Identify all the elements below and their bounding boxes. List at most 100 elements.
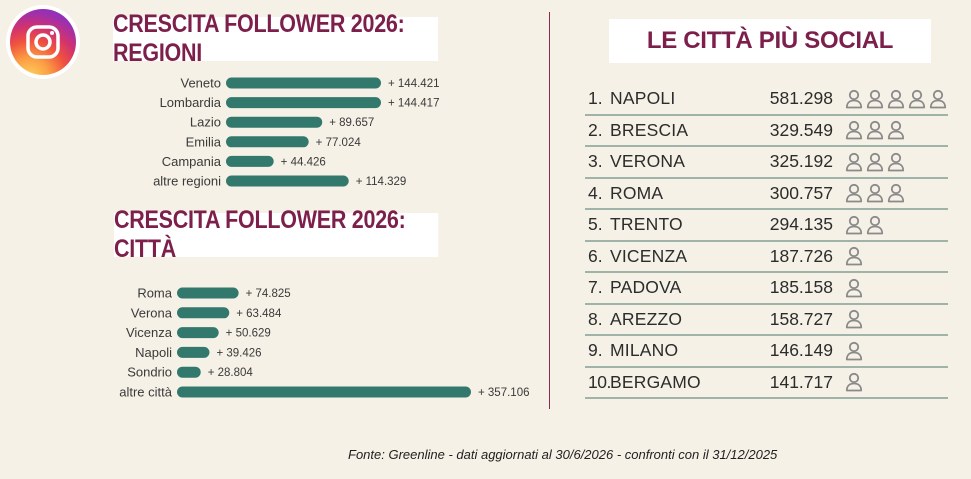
ranking-row: 8. AREZZO 158.727: [585, 305, 948, 336]
city-name: VERONA: [610, 151, 686, 172]
person-icons: [845, 372, 863, 392]
person-icons: [845, 278, 863, 298]
person-icons: [845, 246, 863, 266]
follower-count: 146.149: [769, 340, 833, 361]
person-icons: [845, 120, 905, 140]
person-icon: [908, 89, 926, 109]
bar-value-label-citta: + 63.484: [236, 308, 282, 320]
instagram-icon: [10, 9, 76, 75]
bar-value-label-regioni: + 77.024: [316, 137, 362, 149]
bar-value-label-citta: + 357.106: [478, 387, 529, 399]
instagram-logo: [6, 5, 80, 79]
person-icon: [887, 183, 905, 203]
person-icon: [845, 246, 863, 266]
person-icon: [845, 120, 863, 140]
bar-regioni: [226, 97, 381, 109]
rank-number: 10.: [588, 371, 611, 392]
person-icon: [887, 152, 905, 172]
bar-value-label-citta: + 39.426: [216, 347, 261, 359]
follower-count: 158.727: [769, 308, 833, 329]
person-icon: [845, 152, 863, 172]
person-icon: [887, 120, 905, 140]
person-icons: [845, 89, 947, 109]
bar-citta: [177, 386, 471, 398]
city-name: MILANO: [610, 340, 679, 361]
person-icon: [845, 183, 863, 203]
ranking-row: 4. ROMA 300.757: [585, 179, 948, 210]
rank-number: 7.: [588, 277, 603, 298]
rank-number: 3.: [588, 151, 603, 172]
city-name: ROMA: [610, 182, 664, 203]
ranking-row: 2. BRESCIA 329.549: [585, 116, 948, 147]
person-icon: [866, 215, 884, 235]
follower-count: 581.298: [769, 88, 833, 109]
person-icons: [845, 183, 905, 203]
bar-category-label-regioni: Lombardia: [160, 95, 222, 110]
person-icon: [845, 372, 863, 392]
bar-value-label-citta: + 74.825: [246, 288, 291, 300]
person-icon: [866, 120, 884, 140]
bar-value-label-regioni: + 114.329: [356, 176, 407, 188]
ranking-row: 10. BERGAMO 141.717: [585, 368, 948, 399]
rank-number: 9.: [588, 340, 603, 361]
ranking-row: 6. VICENZA 187.726: [585, 242, 948, 273]
follower-count: 325.192: [769, 151, 833, 172]
bar-value-label-citta: + 28.804: [208, 367, 254, 379]
person-icon: [929, 89, 947, 109]
person-icon: [845, 341, 863, 361]
city-name: AREZZO: [610, 308, 683, 329]
person-icon: [866, 89, 884, 109]
person-icons: [845, 341, 863, 361]
bar-value-label-regioni: + 144.421: [388, 78, 439, 90]
rank-number: 6.: [588, 245, 603, 266]
bar-citta: [177, 327, 219, 339]
city-name: PADOVA: [610, 277, 682, 298]
ranking-row: 1. NAPOLI 581.298: [585, 84, 948, 116]
bar-value-label-citta: + 50.629: [226, 328, 271, 340]
follower-count: 185.158: [769, 277, 833, 298]
bar-category-label-citta: Napoli: [135, 345, 172, 360]
person-icon: [866, 183, 884, 203]
bar-citta: [177, 307, 230, 319]
person-icon: [845, 89, 863, 109]
bar-citta: [177, 287, 239, 299]
person-icons: [845, 215, 884, 235]
bar-value-label-regioni: + 144.417: [388, 98, 439, 110]
bar-citta: [177, 346, 210, 358]
table-title-social: LE CITTÀ PIÙ SOCIAL: [609, 19, 931, 63]
bar-category-label-citta: Sondrio: [127, 365, 172, 380]
bar-regioni: [226, 77, 381, 89]
bar-citta: [177, 366, 201, 378]
city-name: TRENTO: [610, 214, 683, 235]
bar-category-label-regioni: altre regioni: [153, 174, 221, 189]
follower-count: 300.757: [769, 182, 833, 203]
person-icons: [845, 152, 905, 172]
rank-number: 1.: [588, 88, 603, 109]
bar-regioni: [226, 136, 309, 148]
city-name: BERGAMO: [610, 371, 701, 392]
person-icon: [845, 215, 863, 235]
person-icons: [845, 309, 863, 329]
divider: [549, 12, 550, 409]
bar-category-label-regioni: Emilia: [186, 134, 222, 149]
rank-number: 8.: [588, 308, 603, 329]
bar-value-label-regioni: + 89.657: [329, 117, 374, 129]
person-icon: [887, 89, 905, 109]
bar-category-label-regioni: Campania: [162, 154, 222, 169]
city-ranking-table: 1. NAPOLI 581.298 2. BRESCIA 329.549 3. VERONA 3…: [585, 84, 948, 399]
bar-category-label-regioni: Lazio: [190, 115, 221, 130]
city-name: BRESCIA: [610, 119, 689, 140]
ranking-row: 9. MILANO 146.149: [585, 336, 948, 368]
rank-number: 5.: [588, 214, 603, 235]
bar-regioni: [226, 155, 274, 167]
bar-category-label-citta: Vicenza: [126, 325, 173, 340]
ranking-row: 5. TRENTO 294.135: [585, 210, 948, 242]
rank-number: 2.: [588, 119, 603, 140]
bar-regioni: [226, 116, 323, 128]
follower-count: 329.549: [769, 119, 833, 140]
person-icon: [845, 309, 863, 329]
bar-category-label-citta: Roma: [137, 286, 172, 301]
ranking-row: 7. PADOVA 185.158: [585, 273, 948, 305]
city-name: VICENZA: [610, 245, 688, 266]
person-icon: [845, 278, 863, 298]
